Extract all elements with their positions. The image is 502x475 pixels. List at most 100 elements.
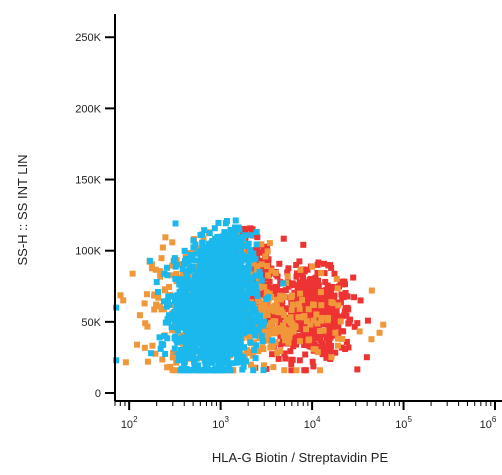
data-point: [346, 318, 353, 325]
data-point: [183, 284, 190, 291]
data-point: [188, 285, 195, 292]
data-point: [117, 292, 124, 299]
data-point: [280, 322, 287, 329]
data-point: [213, 340, 220, 347]
data-point: [237, 307, 244, 314]
data-point: [311, 341, 318, 348]
data-point: [339, 281, 346, 288]
data-point: [226, 260, 233, 267]
data-point: [296, 357, 303, 364]
data-point: [183, 267, 190, 274]
data-point: [199, 257, 206, 264]
x-axis-title: HLA-G Biotin / Streptavidin PE: [212, 450, 389, 465]
data-point: [269, 351, 276, 358]
data-point: [230, 246, 237, 253]
data-point: [191, 358, 198, 365]
data-point: [215, 251, 222, 258]
data-point: [314, 320, 321, 327]
data-point: [169, 327, 176, 334]
data-point: [276, 317, 283, 324]
data-point: [245, 260, 252, 267]
data-point: [204, 361, 211, 368]
data-point: [171, 335, 178, 342]
data-point: [303, 326, 310, 333]
data-point: [251, 306, 258, 313]
data-point: [281, 367, 288, 374]
data-point: [238, 257, 245, 264]
data-point: [153, 279, 160, 286]
data-point: [235, 347, 242, 354]
data-point: [303, 322, 310, 329]
data-point: [239, 294, 246, 301]
data-point: [282, 305, 289, 312]
data-point: [296, 270, 303, 277]
data-point: [261, 318, 268, 325]
data-point: [244, 242, 251, 249]
data-point: [184, 271, 191, 278]
data-point: [221, 349, 228, 356]
data-point: [264, 328, 271, 335]
data-point: [295, 314, 302, 321]
data-point: [219, 291, 226, 298]
data-point: [205, 240, 212, 247]
data-point: [322, 310, 329, 317]
data-point: [187, 251, 194, 258]
data-point: [302, 290, 309, 297]
data-point: [239, 283, 246, 290]
data-point: [199, 347, 206, 354]
data-point: [309, 285, 316, 292]
data-point: [297, 290, 304, 297]
data-point: [323, 344, 330, 351]
data-point: [159, 356, 166, 363]
data-points: [113, 217, 387, 374]
data-point: [220, 254, 227, 261]
data-point: [277, 288, 284, 295]
data-point: [222, 367, 229, 374]
data-point: [247, 313, 254, 320]
data-point: [247, 361, 254, 368]
data-point: [171, 255, 178, 262]
data-point: [267, 306, 274, 313]
data-point: [345, 306, 352, 313]
data-point: [274, 349, 281, 356]
data-point: [274, 273, 281, 280]
data-point: [203, 332, 210, 339]
data-point: [351, 323, 358, 330]
data-point: [207, 307, 214, 314]
data-point: [312, 282, 319, 289]
data-point: [328, 288, 335, 295]
data-point: [252, 272, 259, 279]
data-point: [275, 355, 282, 362]
data-point: [197, 299, 204, 306]
data-point: [342, 346, 349, 353]
data-point: [368, 336, 375, 343]
data-point: [265, 283, 272, 290]
data-point: [238, 323, 245, 330]
data-point: [158, 255, 165, 262]
data-point: [268, 320, 275, 327]
data-point: [216, 276, 223, 283]
data-point: [164, 335, 171, 342]
data-point: [316, 293, 323, 300]
data-point: [350, 274, 357, 281]
data-point: [167, 314, 174, 321]
data-point: [213, 319, 220, 326]
data-point: [270, 286, 277, 293]
data-point: [331, 270, 338, 277]
data-point: [204, 340, 211, 347]
data-point: [277, 307, 284, 314]
data-point: [221, 325, 228, 332]
data-point: [171, 298, 178, 305]
data-point: [153, 301, 160, 308]
data-point: [303, 318, 310, 325]
data-point: [168, 324, 175, 331]
data-point: [277, 296, 284, 303]
data-point: [234, 266, 241, 273]
data-point: [235, 253, 242, 260]
data-point: [272, 339, 279, 346]
data-point: [216, 301, 223, 308]
data-point: [187, 328, 194, 335]
data-point: [235, 295, 242, 302]
data-point: [254, 252, 261, 259]
data-point: [258, 277, 265, 284]
